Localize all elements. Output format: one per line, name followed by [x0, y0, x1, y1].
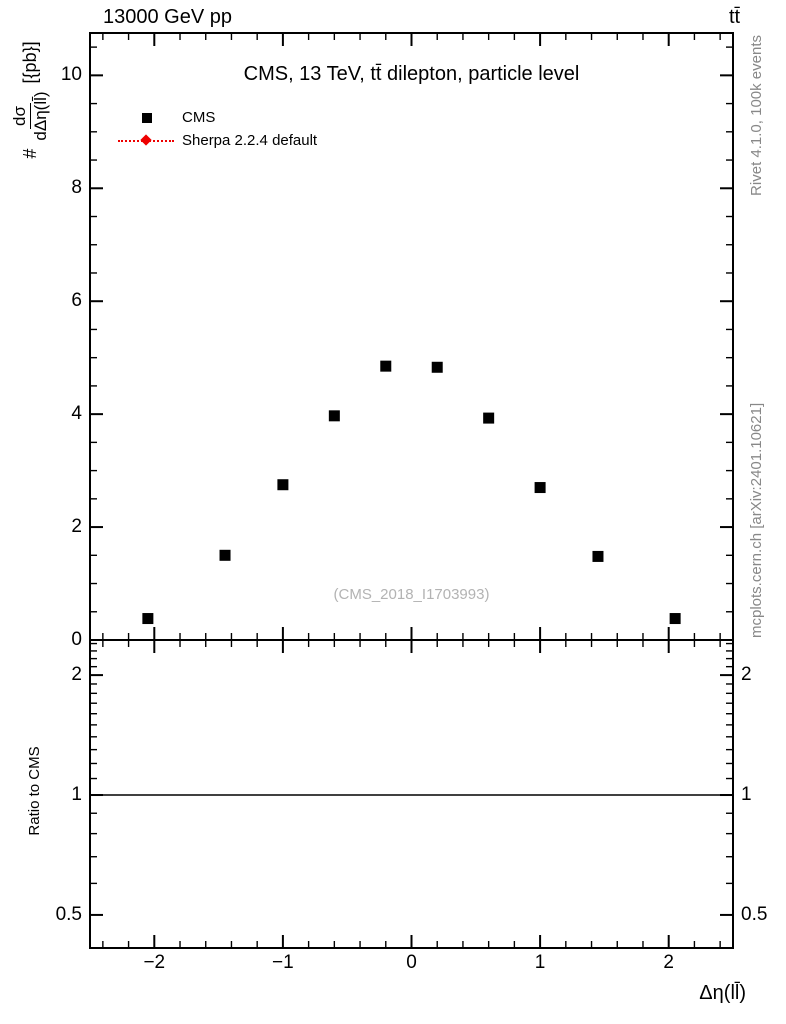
ylabel-denominator: dΔη(ll̄): [30, 91, 50, 141]
ylabel-numerator: dσ: [9, 103, 31, 129]
plot-title: CMS, 13 TeV, tt̄ dilepton, particle leve…: [243, 63, 580, 85]
data-point-cms: [669, 613, 681, 625]
ylabel-prefix: #: [19, 148, 40, 159]
data-point-cms: [380, 360, 392, 372]
x-tick-label: 2: [663, 952, 674, 973]
legend: CMS Sherpa 2.2.4 default: [118, 106, 317, 152]
x-axis-label: Δη(ll̄): [699, 982, 746, 1004]
y-tick-label: 8: [71, 177, 82, 199]
y-tick-label: 4: [71, 403, 82, 425]
y-tick-label: 0: [71, 629, 82, 650]
ratio-tick-label-right: 2: [741, 664, 752, 686]
x-tick-label: −2: [143, 952, 166, 973]
sherpa-diamond-marker-icon: [140, 134, 152, 146]
data-point-cms: [277, 479, 289, 491]
legend-label-sherpa: Sherpa 2.2.4 default: [182, 132, 318, 149]
legend-item-sherpa: Sherpa 2.2.4 default: [118, 129, 317, 152]
data-point-cms: [142, 613, 154, 625]
y-tick-label: 10: [60, 64, 82, 86]
data-point-cms: [219, 549, 231, 561]
main-y-axis-label: # dσ dΔη(ll̄) [{pb}]: [0, 10, 60, 190]
x-tick-label: 0: [406, 952, 417, 973]
cms-square-marker-icon: [142, 113, 152, 123]
rivet-version-note: Rivet 4.1.0, 100k events: [748, 35, 765, 196]
beam-energy-label: 13000 GeV pp: [103, 6, 232, 28]
sherpa-marker-area: [118, 129, 174, 152]
ratio-tick-label-left: 0.5: [55, 903, 82, 925]
ratio-frame: [89, 639, 734, 949]
data-point-cms: [592, 550, 604, 562]
ratio-tick-label-right: 1: [741, 784, 752, 806]
x-tick-label: −1: [272, 952, 294, 973]
data-point-cms: [431, 361, 443, 373]
x-tick-label: 1: [534, 952, 546, 973]
data-point-cms: [534, 482, 546, 494]
y-tick-label: 6: [71, 290, 82, 312]
ylabel-fraction: dσ dΔη(ll̄): [9, 89, 50, 142]
cms-marker-area: [118, 106, 174, 129]
data-point-cms: [483, 412, 495, 424]
analysis-id-watermark: (CMS_2018_I1703993): [333, 586, 490, 603]
mcplots-citation-note: mcplots.cern.ch [arXiv:2401.10621]: [748, 402, 765, 638]
y-tick-label: 2: [71, 516, 82, 538]
process-label: tt̄: [729, 6, 741, 28]
data-point-cms: [328, 410, 340, 422]
legend-item-cms: CMS: [118, 106, 317, 129]
ratio-tick-label-left: 1: [71, 784, 82, 806]
ratio-tick-label-left: 2: [71, 664, 82, 686]
legend-label-cms: CMS: [182, 109, 216, 126]
ratio-tick-label-right: 0.5: [741, 903, 768, 925]
